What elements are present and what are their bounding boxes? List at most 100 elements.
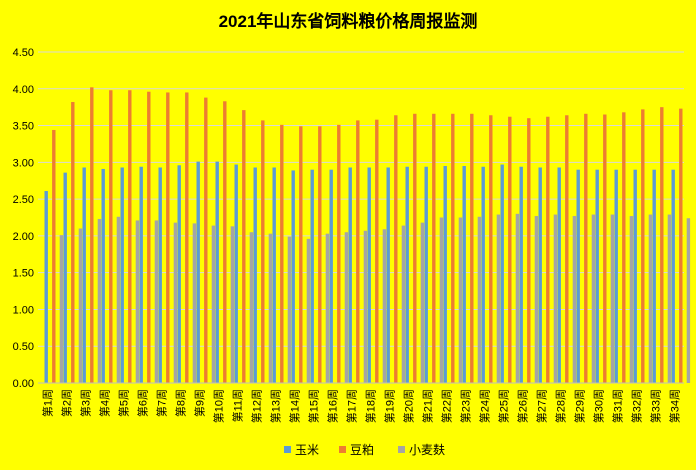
bar-1-31 [614,169,618,383]
bar-2-20 [413,113,417,383]
x-tick-label: 第28周 [554,389,568,423]
bar-2-11 [242,110,246,383]
bar-2-21 [432,113,436,383]
bar-3-21 [439,217,444,383]
y-tick-label: 1.00 [13,304,34,316]
bar-1-9 [196,161,200,383]
x-tick-label: 第24周 [478,389,492,423]
bar-2-26 [527,118,531,383]
bar-2-28 [565,115,569,383]
x-tick-label: 第25周 [497,389,511,423]
bar-2-22 [451,113,455,383]
bar-1-32 [633,169,637,383]
gridlines [38,51,684,347]
bar-3-17 [363,230,368,383]
bar-3-32 [648,214,653,383]
legend: 玉米 豆粕 小麦麸 [284,442,445,457]
bar-1-13 [272,167,276,383]
bar-2-25 [508,116,512,384]
legend-label: 小麦麸 [409,443,445,457]
bar-1-12 [253,167,257,383]
bar-3-7 [173,222,178,383]
x-tick-label: 第14周 [288,389,302,423]
x-tick-label: 第16周 [326,389,340,423]
bar-3-18 [382,229,387,383]
bar-3-26 [534,216,539,383]
bar-2-14 [299,126,303,384]
x-tick-label: 第3周 [79,389,93,417]
x-tick-label: 第23周 [459,389,473,423]
bar-1-3 [82,167,86,383]
bar-1-18 [367,167,371,383]
bar-3-3 [97,218,102,383]
bar-2-2 [71,102,75,384]
bar-3-27 [553,214,558,383]
bar-3-22 [458,217,463,383]
bar-3-29 [591,214,596,383]
bar-3-30 [610,214,615,383]
bar-1-26 [519,166,523,383]
y-tick-label: 2.50 [13,194,34,206]
y-axis-ticks: 0.00 0.50 1.00 1.50 2.00 2.50 3.00 3.50 4.00 4.50 [13,47,34,390]
x-tick-label: 第21周 [421,389,435,423]
bar-2-19 [394,115,398,383]
bar-3-10 [230,226,235,383]
legend-label: 豆粕 [350,442,374,457]
x-tick-label: 第15周 [307,389,321,423]
bar-1-30 [595,169,599,383]
x-tick-label: 第11周 [231,389,245,422]
bar-2-34 [679,108,683,383]
x-tick-label: 第30周 [592,389,606,423]
bar-1-27 [538,167,542,383]
x-tick-label: 第5周 [117,389,131,417]
bar-1-28 [557,167,561,383]
x-tick-label: 第26周 [516,389,530,423]
bar-2-5 [128,90,132,383]
bar-3-16 [344,232,349,383]
bar-1-33 [652,169,656,383]
chart-title: 2021年山东省饲料粮价格周报监测 [219,11,478,31]
x-tick-label: 第10周 [212,389,226,423]
x-tick-label: 第17周 [345,389,359,423]
bar-2-6 [147,91,151,383]
x-tick-label: 第20周 [402,389,416,423]
y-tick-label: 3.00 [13,157,34,169]
bar-2-31 [622,112,626,383]
bar-1-16 [329,169,333,383]
x-tick-label: 第18周 [364,389,378,423]
bar-1-20 [405,166,409,383]
bar-3-5 [135,220,140,383]
x-tick-label: 第33周 [649,389,663,423]
bar-3-4 [116,216,121,383]
bar-2-29 [584,113,588,383]
bar-1-6 [139,166,143,383]
bar-3-15 [325,233,330,383]
x-tick-label: 第22周 [440,389,454,423]
bar-2-8 [185,92,189,383]
bar-2-4 [109,90,113,383]
legend-swatch [398,446,405,453]
bar-2-9 [204,97,208,384]
bar-3-24 [496,214,501,383]
x-tick-label: 第7周 [155,389,169,417]
bar-1-10 [215,161,219,383]
x-tick-label: 第19周 [383,389,397,423]
bar-2-3 [90,87,94,383]
bars [44,87,691,384]
bar-3-28 [572,216,577,383]
bar-3-31 [629,216,634,383]
bar-1-19 [386,167,390,383]
y-tick-label: 3.50 [13,121,34,133]
bar-1-11 [234,164,238,383]
bar-2-24 [489,115,493,383]
bar-1-34 [671,169,675,383]
bar-2-15 [318,126,322,384]
bar-1-22 [443,166,447,383]
x-tick-label: 第34周 [668,389,682,423]
x-tick-label: 第13周 [269,389,283,423]
x-tick-label: 第9周 [193,389,207,417]
bar-1-14 [291,170,295,383]
bar-3-8 [192,223,197,383]
bar-2-23 [470,113,474,383]
